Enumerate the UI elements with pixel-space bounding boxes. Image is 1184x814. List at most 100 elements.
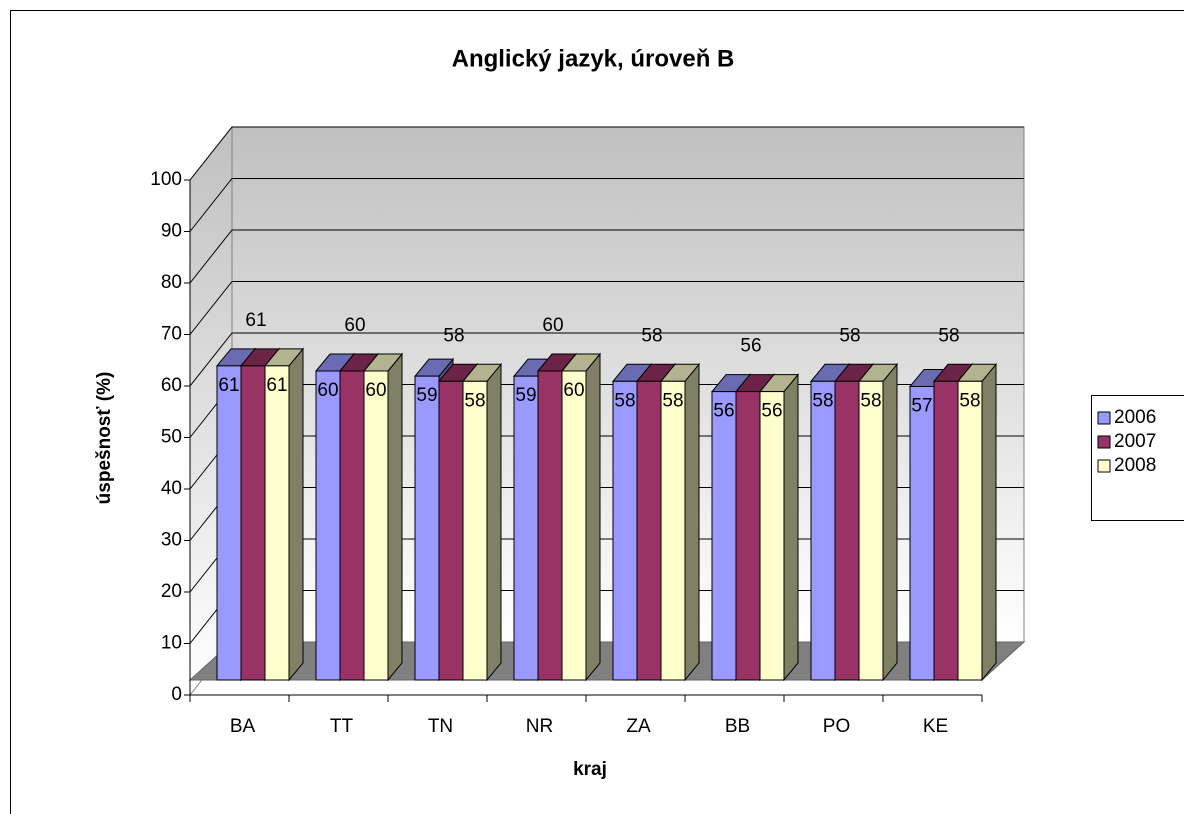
bar-front bbox=[759, 391, 785, 681]
bar-front bbox=[660, 380, 686, 681]
bar-front bbox=[513, 375, 539, 681]
bar-side bbox=[288, 347, 304, 682]
x-tick-label: TT bbox=[330, 716, 354, 737]
y-tick-label: 10 bbox=[161, 633, 182, 654]
y-tick-label: 70 bbox=[161, 324, 182, 345]
bar-front bbox=[909, 385, 935, 681]
bar bbox=[659, 362, 701, 682]
x-tick-label: ZA bbox=[626, 716, 651, 737]
value-label: 58 bbox=[959, 390, 980, 411]
chart-title: Anglický jazyk, úroveň B bbox=[452, 45, 735, 72]
value-label: 58 bbox=[641, 325, 662, 346]
bar-front bbox=[414, 375, 440, 681]
bar-front bbox=[462, 380, 488, 681]
x-tick-label: TN bbox=[428, 716, 453, 737]
chart-border bbox=[10, 10, 1184, 814]
bar-front bbox=[957, 380, 983, 681]
y-tick-label: 0 bbox=[171, 684, 182, 705]
bar-front bbox=[315, 370, 341, 681]
bar-front bbox=[363, 370, 389, 681]
y-tick-label: 40 bbox=[161, 478, 182, 499]
value-label: 56 bbox=[761, 401, 782, 422]
value-label: 58 bbox=[614, 390, 635, 411]
bar bbox=[758, 373, 800, 682]
bar bbox=[956, 362, 998, 682]
bar-front bbox=[216, 365, 242, 681]
grid-line bbox=[189, 229, 1024, 284]
y-tick-label: 30 bbox=[161, 530, 182, 551]
value-label: 57 bbox=[911, 395, 932, 416]
bar-side bbox=[882, 362, 898, 682]
grid-line bbox=[189, 126, 1024, 181]
value-label: 60 bbox=[317, 380, 338, 401]
value-label: 58 bbox=[938, 325, 959, 346]
value-label: 58 bbox=[464, 390, 485, 411]
legend-swatch bbox=[1097, 459, 1111, 473]
value-label: 56 bbox=[740, 336, 761, 357]
bar-front bbox=[834, 380, 860, 681]
bar bbox=[560, 352, 602, 682]
bar-front bbox=[264, 365, 290, 681]
x-tick-label: PO bbox=[823, 716, 850, 737]
y-tick-label: 20 bbox=[161, 581, 182, 602]
bar-front bbox=[339, 370, 365, 681]
grid-line bbox=[189, 281, 1024, 335]
bar bbox=[362, 352, 404, 682]
x-axis-label: kraj bbox=[573, 759, 607, 780]
value-label: 58 bbox=[443, 325, 464, 346]
legend-label: 2006 bbox=[1114, 407, 1156, 428]
value-label: 56 bbox=[713, 401, 734, 422]
bar-side bbox=[981, 362, 997, 682]
value-label: 60 bbox=[542, 315, 563, 336]
bar-front bbox=[933, 380, 959, 681]
value-label: 59 bbox=[515, 385, 536, 406]
value-label: 60 bbox=[563, 380, 584, 401]
y-tick-label: 60 bbox=[161, 375, 182, 396]
y-tick-label: 50 bbox=[161, 427, 182, 448]
bar-front bbox=[612, 380, 638, 681]
value-label: 61 bbox=[266, 375, 287, 396]
y-tick-label: 100 bbox=[150, 169, 182, 190]
bar-side bbox=[783, 373, 799, 682]
value-label: 58 bbox=[812, 390, 833, 411]
x-tick-label: NR bbox=[526, 716, 553, 737]
bar-front bbox=[537, 370, 563, 681]
bar-front bbox=[561, 370, 587, 681]
legend-swatch bbox=[1097, 411, 1111, 425]
value-label: 60 bbox=[365, 380, 386, 401]
legend-label: 2007 bbox=[1114, 431, 1156, 452]
bar-front bbox=[711, 391, 737, 681]
floor bbox=[188, 641, 1026, 681]
legend-label: 2008 bbox=[1114, 455, 1156, 476]
value-label: 59 bbox=[416, 385, 437, 406]
bar-front bbox=[735, 391, 761, 681]
x-tick-label: KE bbox=[923, 716, 948, 737]
value-label: 60 bbox=[344, 315, 365, 336]
bar bbox=[461, 362, 503, 682]
grid-line bbox=[189, 332, 1024, 387]
x-tick-label: BA bbox=[230, 716, 256, 737]
bar-side bbox=[585, 352, 601, 682]
grid-line bbox=[189, 178, 1024, 232]
bar-front bbox=[636, 380, 662, 681]
bar-side bbox=[684, 362, 700, 682]
bar bbox=[857, 362, 899, 682]
y-axis-label: úspešnosť (%) bbox=[94, 372, 115, 505]
value-label: 61 bbox=[218, 375, 239, 396]
value-label: 58 bbox=[860, 390, 881, 411]
bar bbox=[263, 347, 305, 682]
bar-front bbox=[240, 365, 266, 681]
y-tick-label: 80 bbox=[161, 272, 182, 293]
bar-front bbox=[858, 380, 884, 681]
bar-front bbox=[438, 380, 464, 681]
x-tick-label: BB bbox=[725, 716, 750, 737]
y-tick-label: 90 bbox=[161, 221, 182, 242]
value-label: 58 bbox=[839, 325, 860, 346]
value-label: 58 bbox=[662, 390, 683, 411]
legend-swatch bbox=[1097, 435, 1111, 449]
bar-side bbox=[387, 352, 403, 682]
bar-front bbox=[810, 380, 836, 681]
value-label: 61 bbox=[245, 310, 266, 331]
bar-side bbox=[486, 362, 502, 682]
